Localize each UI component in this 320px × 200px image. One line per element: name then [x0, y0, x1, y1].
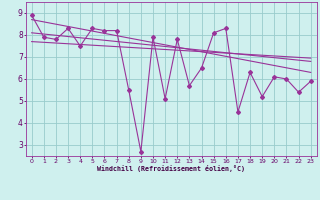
X-axis label: Windchill (Refroidissement éolien,°C): Windchill (Refroidissement éolien,°C): [97, 165, 245, 172]
